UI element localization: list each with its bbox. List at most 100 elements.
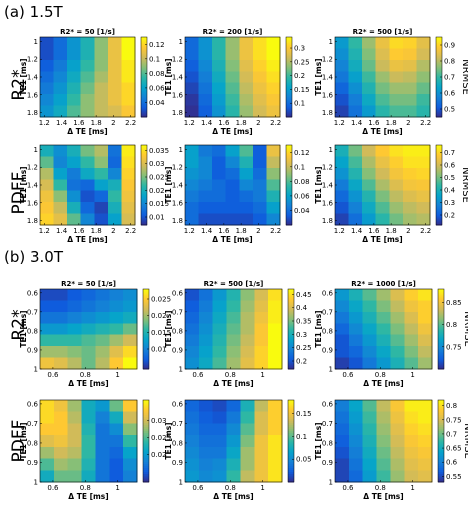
colorbar-tick-label: 0.2	[296, 358, 307, 366]
colorbar-segment	[288, 367, 294, 370]
y-tick-label: 1	[34, 366, 38, 374]
colorbar-segment	[438, 349, 444, 352]
heatmap-cell	[239, 48, 254, 61]
colorbar-segment	[436, 167, 442, 170]
y-tick-label: 1.8	[27, 217, 38, 225]
heatmap-cell	[268, 334, 283, 347]
plot-title: R2* = 50 [1/s]	[61, 280, 116, 288]
heatmap-cell	[390, 289, 405, 301]
heatmap-cell	[53, 59, 68, 72]
x-tick-label: 1	[410, 371, 414, 379]
x-tick-label: 0.8	[225, 484, 236, 492]
x-tick-label: 0.6	[47, 371, 59, 379]
heatmap-cell	[123, 470, 138, 483]
heatmap-cell	[376, 458, 391, 471]
colorbar-segment	[436, 153, 442, 156]
colorbar-segment	[288, 363, 294, 366]
colorbar-segment	[286, 61, 292, 64]
colorbar-segment	[141, 87, 147, 90]
heatmap-cell	[404, 300, 419, 313]
colorbar-segment	[141, 39, 147, 42]
heatmap-cell	[376, 423, 391, 436]
colorbar-segment	[288, 289, 294, 292]
colorbar-segment	[288, 307, 294, 310]
colorbar-segment	[141, 151, 147, 154]
heatmap-cell	[348, 334, 364, 347]
colorbar-segment	[143, 339, 149, 342]
heatmap-cell	[40, 167, 54, 180]
heatmap-cell	[198, 156, 213, 169]
y-tick-label: 1.2	[27, 164, 38, 172]
heatmap-cell	[94, 71, 109, 84]
heatmap-cell	[240, 458, 255, 471]
heatmap-cell	[226, 423, 241, 436]
heatmap-cell	[266, 202, 281, 214]
heatmap-cell	[418, 470, 433, 483]
colorbar-segment	[288, 305, 294, 308]
colorbar-segment	[436, 145, 442, 148]
heatmap-cell	[67, 82, 82, 95]
heatmap-cell	[121, 156, 136, 169]
heatmap-cell	[402, 105, 417, 118]
heatmap-panel-7: R2* = 50 [1/s] 0.6 0.8 1 0.6 0.7 0.8 0.9 1 Δ TE […	[19, 280, 171, 388]
colorbar-segment	[438, 441, 444, 444]
y-tick-label: 0.7	[172, 308, 183, 316]
y-tick-label: 0.7	[27, 420, 38, 428]
y-tick-label: 1.6	[27, 199, 39, 207]
colorbar-segment	[436, 85, 442, 88]
heatmap-cell	[268, 435, 283, 448]
colorbar-segment	[141, 213, 147, 216]
y-axis-label: TE1 [ms]	[314, 58, 323, 95]
colorbar-segment	[436, 171, 442, 174]
y-tick-label: 0.6	[172, 400, 184, 408]
heatmap-cell	[81, 423, 96, 436]
heatmap-cell	[266, 59, 281, 72]
heatmap-cell	[416, 213, 431, 226]
colorbar-segment	[141, 43, 147, 46]
heatmap-cell	[335, 190, 349, 203]
colorbar-frame	[142, 399, 150, 483]
colorbar-segment	[286, 165, 292, 168]
heatmap-cell	[95, 411, 110, 424]
heatmap-cell	[198, 94, 213, 106]
colorbar-segment	[141, 65, 147, 68]
heatmap-cell	[109, 357, 124, 370]
colorbar-tick-label: 0.6	[446, 459, 458, 467]
colorbar-segment	[438, 307, 444, 310]
heatmap-cell	[198, 300, 214, 313]
heatmap-cell	[240, 346, 255, 358]
colorbar-segment	[141, 163, 147, 166]
y-tick-label: 1.8	[172, 109, 183, 117]
heatmap-cell	[40, 334, 55, 347]
heatmap-cell	[376, 400, 391, 413]
heatmap-cell	[185, 59, 199, 72]
heatmap-cell	[185, 357, 200, 370]
heatmap-cell	[348, 289, 364, 301]
y-tick-label: 0.6	[322, 289, 334, 297]
colorbar-segment	[143, 305, 149, 308]
heatmap-cell	[226, 346, 241, 358]
colorbar-segment	[286, 145, 292, 148]
y-tick-label: 0.9	[322, 459, 333, 467]
heatmap-cell	[390, 435, 405, 448]
colorbar-segment	[141, 181, 147, 184]
heatmap-cell	[335, 400, 350, 413]
heatmap-cell	[198, 145, 213, 157]
heatmap-cell	[416, 145, 431, 157]
x-tick-label: 1.8	[91, 227, 102, 235]
colorbar-segment	[438, 463, 444, 466]
y-tick-label: 0.6	[172, 289, 184, 297]
colorbar-segment	[288, 404, 294, 407]
heatmap-cell	[375, 156, 390, 169]
y-axis-label: TE1 [ms]	[314, 310, 323, 347]
colorbar-segment	[436, 201, 442, 204]
heatmap-cell	[348, 179, 363, 192]
heatmap-cell	[121, 48, 136, 61]
x-tick-label: 0.6	[342, 484, 354, 492]
heatmap-cell	[266, 71, 281, 84]
colorbar-segment	[143, 467, 149, 471]
heatmap-cell	[40, 323, 55, 336]
heatmap-cell	[53, 156, 68, 169]
heatmap-cell	[254, 311, 269, 324]
x-tick-label: 1.6	[218, 227, 230, 235]
